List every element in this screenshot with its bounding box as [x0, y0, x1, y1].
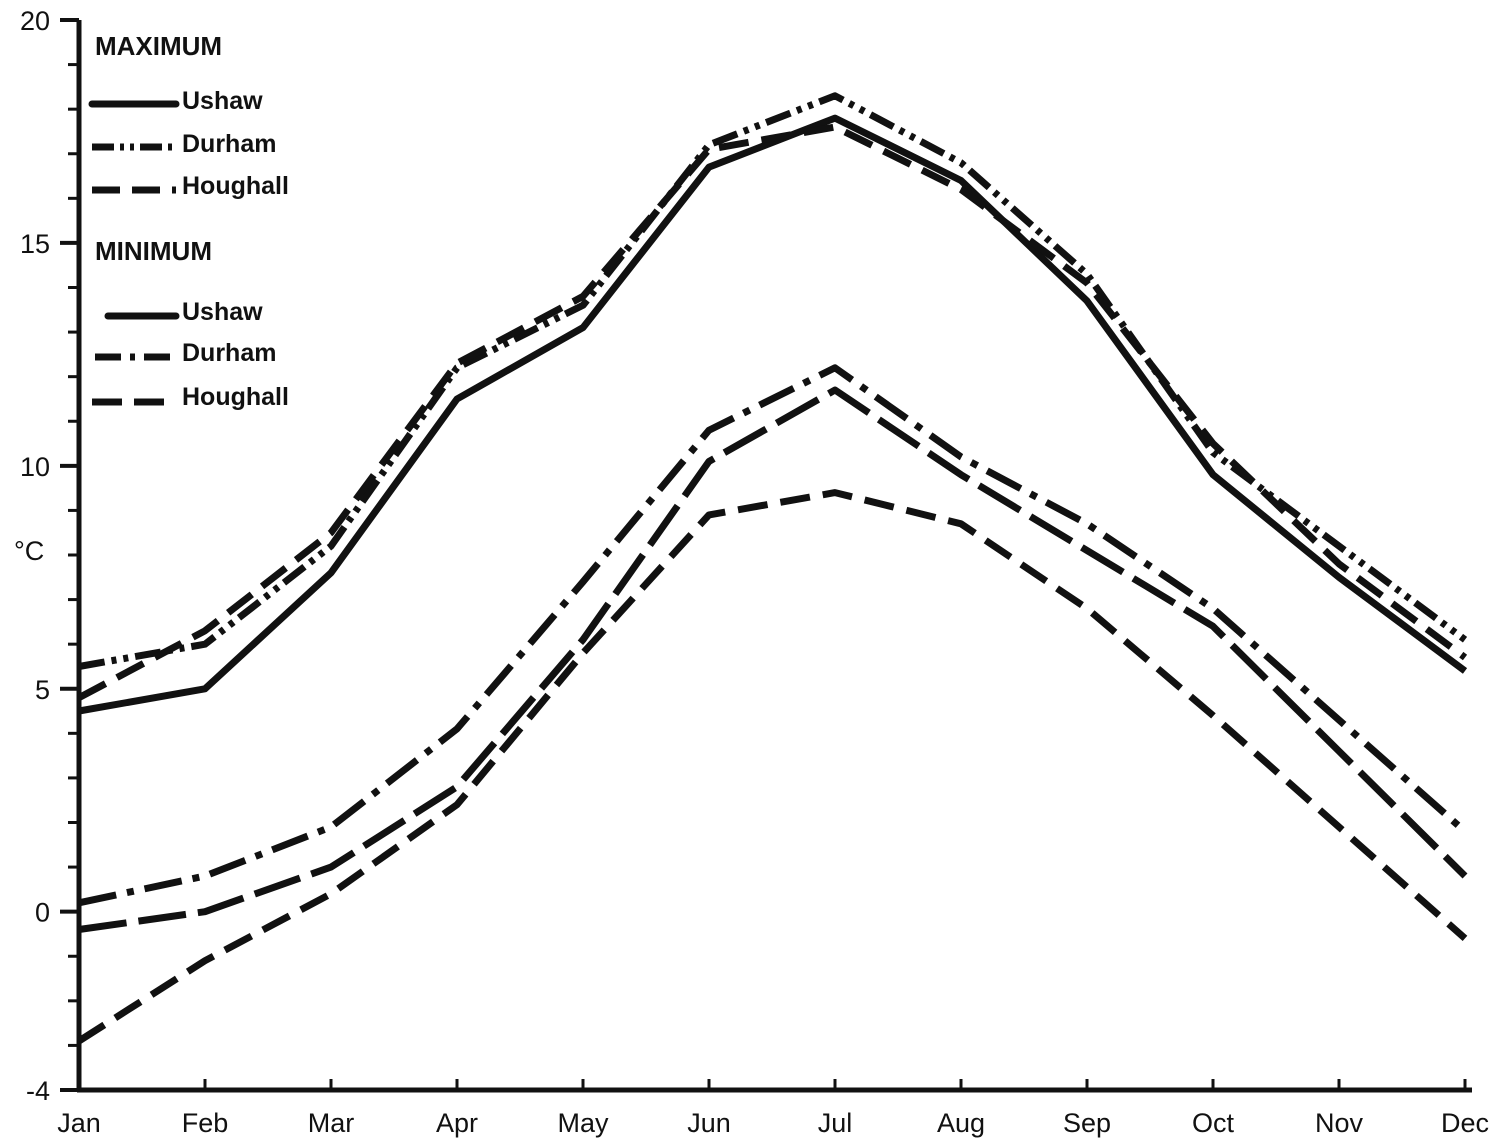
legend: MAXIMUM Ushaw Durham Houghall MINIMUM Us… — [88, 31, 289, 411]
legend-heading-minimum: MINIMUM — [95, 236, 212, 266]
y-tick-label: -4 — [26, 1076, 50, 1106]
y-tick-label: 0 — [35, 898, 50, 928]
legend-heading-maximum: MAXIMUM — [95, 31, 222, 61]
y-tick-label: 15 — [20, 229, 50, 259]
x-tick-label: Apr — [436, 1108, 478, 1138]
x-tick-label: Dec — [1441, 1108, 1489, 1138]
max-houghall-line — [77, 123, 1468, 701]
max-ushaw-line — [78, 114, 1468, 715]
min-durham-line — [78, 364, 1468, 907]
y-tick-label: 5 — [35, 675, 50, 705]
legend-label-max-durham: Durham — [182, 130, 276, 158]
series-lines — [77, 92, 1468, 1044]
y-tick-label: 20 — [20, 6, 50, 36]
x-tick-label: Feb — [182, 1108, 229, 1138]
x-ticks: Jan Feb Mar Apr May Jun Jul Aug Sep Oct Nov Dec — [57, 1079, 1489, 1138]
min-houghall-line — [77, 489, 1468, 1044]
x-tick-label: Jun — [687, 1108, 731, 1138]
x-tick-label: Sep — [1063, 1108, 1111, 1138]
legend-label-max-ushaw: Ushaw — [182, 87, 263, 115]
y-axis-label: °C — [14, 536, 44, 566]
x-tick-label: Aug — [937, 1108, 985, 1138]
legend-label-min-ushaw: Ushaw — [182, 298, 263, 326]
y-ticks: 20 15 10 5 0 -4 — [20, 6, 79, 1106]
x-tick-label: Jul — [818, 1108, 853, 1138]
y-tick-label: 10 — [20, 452, 50, 482]
x-tick-label: Nov — [1315, 1108, 1364, 1138]
x-tick-label: Mar — [308, 1108, 355, 1138]
min-ushaw-line — [78, 386, 1468, 933]
x-tick-label: May — [557, 1108, 609, 1138]
legend-label-min-houghall: Houghall — [182, 383, 289, 411]
legend-label-max-houghall: Houghall — [182, 172, 289, 200]
legend-label-min-durham: Durham — [182, 339, 276, 367]
x-tick-label: Jan — [57, 1108, 101, 1138]
x-tick-label: Oct — [1192, 1108, 1235, 1138]
